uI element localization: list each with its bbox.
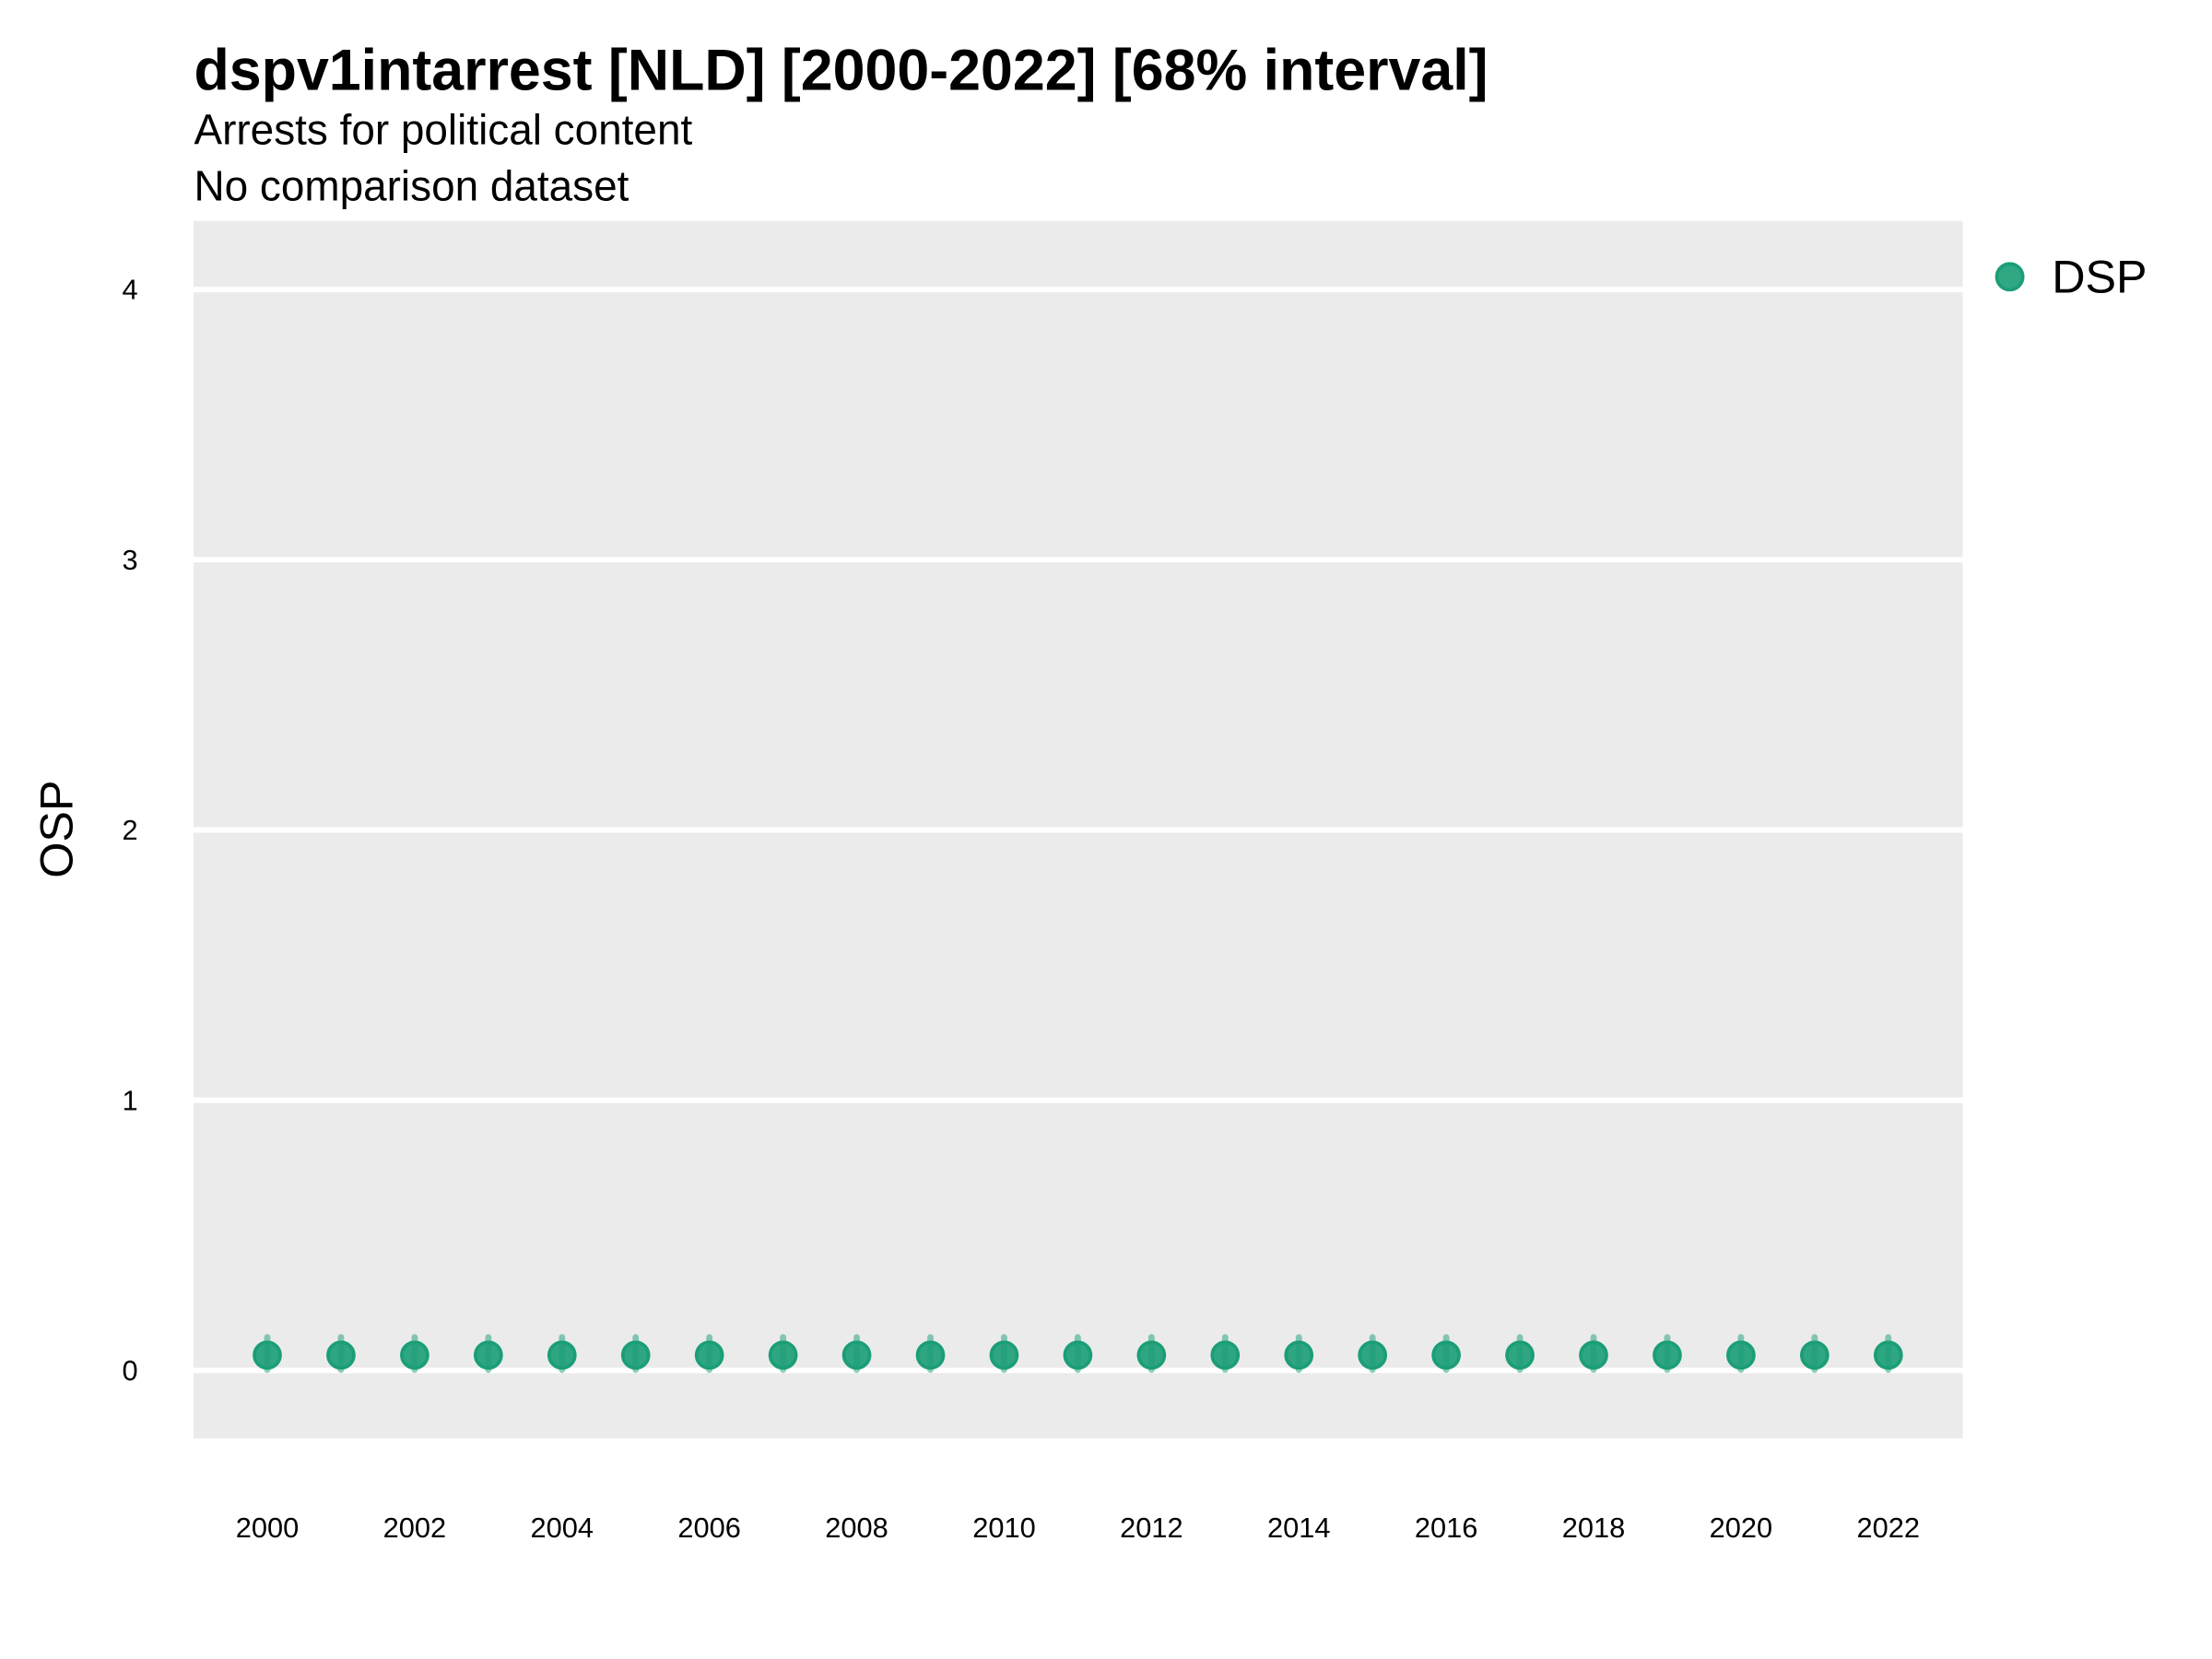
svg-text:dspv1intarrest [NLD] [2000-202: dspv1intarrest [NLD] [2000-2022] [68% in… [194,39,1488,103]
svg-text:DSP: DSP [2052,251,2147,303]
svg-text:3: 3 [122,544,137,576]
svg-text:OSP: OSP [29,780,82,877]
svg-text:2012: 2012 [1120,1512,1183,1544]
svg-text:2020: 2020 [1710,1512,1773,1544]
svg-text:1: 1 [122,1084,137,1116]
svg-text:2010: 2010 [972,1512,1036,1544]
svg-text:0: 0 [122,1355,137,1387]
svg-text:2006: 2006 [677,1512,741,1544]
svg-text:2008: 2008 [825,1512,888,1544]
svg-text:4: 4 [122,274,137,306]
svg-text:2002: 2002 [383,1512,447,1544]
svg-text:2: 2 [122,814,137,846]
svg-text:2022: 2022 [1857,1512,1921,1544]
svg-text:No comparison dataset: No comparison dataset [194,161,629,209]
svg-text:2018: 2018 [1562,1512,1626,1544]
svg-text:2000: 2000 [236,1512,300,1544]
svg-text:2014: 2014 [1267,1512,1331,1544]
svg-text:2004: 2004 [531,1512,594,1544]
svg-text:Arrests for political content: Arrests for political content [194,105,693,153]
svg-text:2016: 2016 [1415,1512,1478,1544]
